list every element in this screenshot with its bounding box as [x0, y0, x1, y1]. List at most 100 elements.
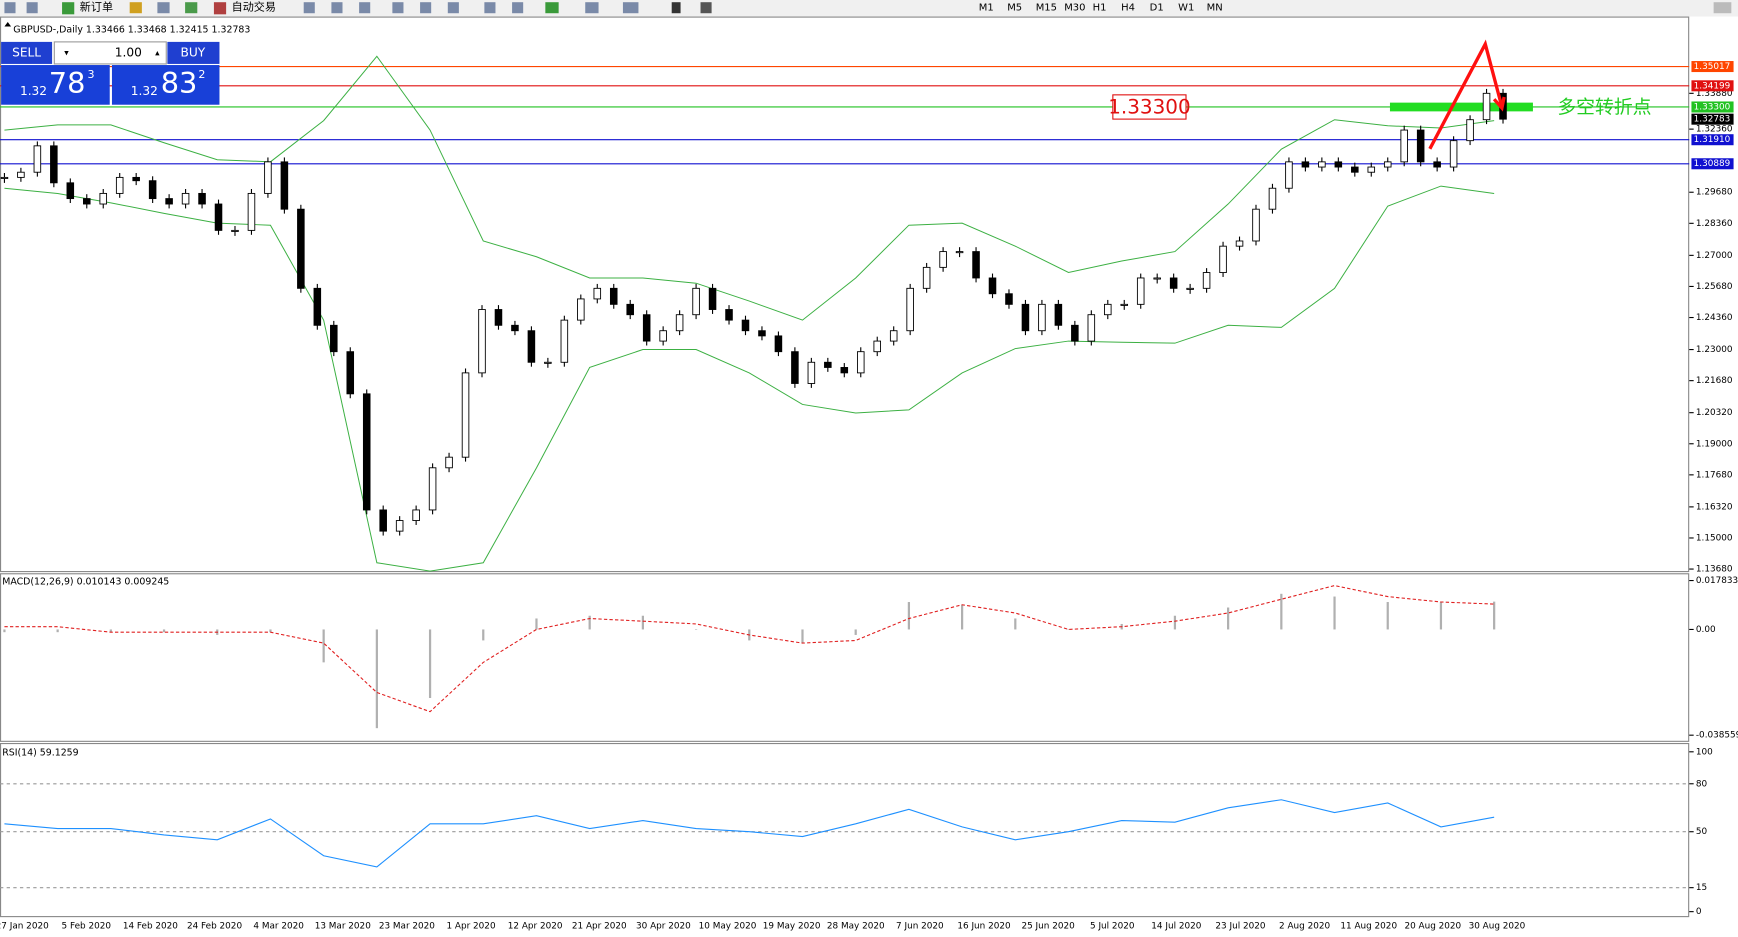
- bid-box[interactable]: [1, 65, 110, 105]
- candle: [659, 330, 667, 342]
- x-tick-label: 25 Jun 2020: [1021, 921, 1075, 931]
- candle: [856, 351, 865, 374]
- buy-button-bg: [167, 41, 220, 64]
- candle: [1466, 119, 1474, 142]
- y-tick-label: 1.13680: [1696, 565, 1733, 575]
- x-tick-label: 4 Mar 2020: [253, 921, 304, 931]
- candle: [379, 509, 387, 532]
- candle: [906, 287, 914, 332]
- candle: [939, 251, 947, 268]
- y-tick-label: 1.15000: [1696, 533, 1733, 543]
- trade-panel: SELL ▾ ▴ 1.00 BUY 1.32 78 3 1.32 83 2: [1, 41, 220, 105]
- period-button[interactable]: H1: [1093, 3, 1107, 14]
- macd-bar: [109, 629, 112, 633]
- candle: [1104, 303, 1112, 316]
- x-tick-label: 21 Apr 2020: [572, 921, 627, 931]
- bid-big: 1.32: [20, 84, 47, 98]
- level-label: 1.34199: [1694, 81, 1731, 91]
- level-badge: [1691, 158, 1734, 170]
- candle: [1400, 129, 1408, 163]
- candle: [560, 319, 569, 363]
- candle: [1351, 166, 1359, 173]
- period-button[interactable]: M15: [1036, 3, 1057, 14]
- ask-big: 1.32: [131, 84, 158, 98]
- annotation: 1.33300: [1108, 96, 1190, 119]
- candle: [50, 145, 58, 184]
- candle: [165, 198, 173, 205]
- y-tick-label: 1.29680: [1696, 188, 1733, 198]
- candle: [1071, 324, 1079, 342]
- period-button[interactable]: W1: [1178, 3, 1194, 14]
- candle: [428, 467, 437, 511]
- candle: [362, 393, 371, 511]
- y-tick-label: 15: [1696, 883, 1707, 893]
- candle: [280, 161, 289, 210]
- candle: [593, 287, 602, 300]
- axes: 1.33880 1.32360 1.29680 1.28360 1.27000 1.256…: [0, 61, 1738, 931]
- level-badge: [1691, 134, 1734, 146]
- x-tick-label: 19 May 2020: [763, 921, 821, 931]
- macd-bar: [1280, 593, 1283, 630]
- candle: [346, 351, 355, 395]
- new-order-button[interactable]: 新订单: [80, 0, 113, 14]
- level-badge: [1691, 113, 1734, 125]
- collapse-icon: [4, 22, 12, 27]
- x-tick-label: 5 Jul 2020: [1090, 921, 1135, 931]
- candle: [33, 145, 42, 173]
- level-badge: [1691, 80, 1734, 92]
- level-badge: [1691, 101, 1734, 113]
- macd-label: MACD(12,26,9) 0.010143 0.009245: [2, 577, 169, 588]
- candle: [1367, 166, 1376, 173]
- level-label: 1.33300: [1694, 102, 1731, 112]
- candle: [708, 287, 717, 310]
- period-button[interactable]: M1: [979, 3, 994, 14]
- period-button[interactable]: M30: [1064, 3, 1085, 14]
- candle: [132, 176, 140, 182]
- macd-bar: [56, 629, 59, 633]
- period-button[interactable]: M5: [1007, 3, 1022, 14]
- ask-box[interactable]: [111, 65, 220, 105]
- macd-bar: [1067, 629, 1070, 631]
- lot-size[interactable]: 1.00: [115, 45, 142, 59]
- candle: [115, 176, 124, 194]
- lot-box[interactable]: [53, 41, 167, 65]
- macd-bar: [3, 629, 6, 633]
- x-tick-label: 30 Aug 2020: [1469, 921, 1526, 931]
- y-tick-label: 1.33880: [1696, 89, 1733, 99]
- macd-bar: [162, 629, 166, 633]
- macd-bar: [641, 615, 644, 630]
- candle: [692, 287, 700, 316]
- rsi-panel: [0, 783, 1690, 889]
- red-arrow: [1428, 39, 1506, 150]
- buy-button[interactable]: BUY: [181, 45, 206, 59]
- candle: [1449, 140, 1458, 168]
- period-button[interactable]: H4: [1121, 3, 1135, 14]
- candle: [1301, 161, 1310, 168]
- level-label: 1.30889: [1694, 159, 1731, 169]
- candle: [791, 351, 799, 384]
- chart-title: GBPUSD-,Daily 1.33466 1.33468 1.32415 1.…: [13, 24, 250, 35]
- y-tick-label: 1.28360: [1696, 219, 1733, 229]
- candle: [313, 287, 322, 326]
- x-tick-label: 23 Mar 2020: [379, 921, 436, 931]
- lot-down: ▾: [64, 48, 69, 58]
- y-tick-label: 1.23000: [1696, 345, 1733, 355]
- x-tick-label: 11 Aug 2020: [1340, 921, 1397, 931]
- sell-button[interactable]: SELL: [12, 45, 41, 59]
- candle: [741, 319, 750, 332]
- macd-bar: [269, 629, 272, 633]
- y-tick-label: -0.038559: [1696, 731, 1738, 741]
- auto-trading-button[interactable]: 自动交易: [232, 0, 276, 14]
- x-tick-label: 24 Feb 2020: [187, 921, 242, 931]
- candle: [264, 161, 272, 194]
- candle: [297, 208, 305, 289]
- level-label: 1.35017: [1694, 62, 1731, 72]
- y-tick-label: 0: [1696, 907, 1702, 917]
- candle: [873, 340, 882, 353]
- period-button[interactable]: MN: [1207, 3, 1223, 14]
- candle: [461, 372, 470, 458]
- y-tick-label: 50: [1696, 827, 1708, 837]
- macd-bar: [1386, 602, 1389, 630]
- candle: [1433, 161, 1441, 168]
- period-button[interactable]: D1: [1150, 3, 1164, 14]
